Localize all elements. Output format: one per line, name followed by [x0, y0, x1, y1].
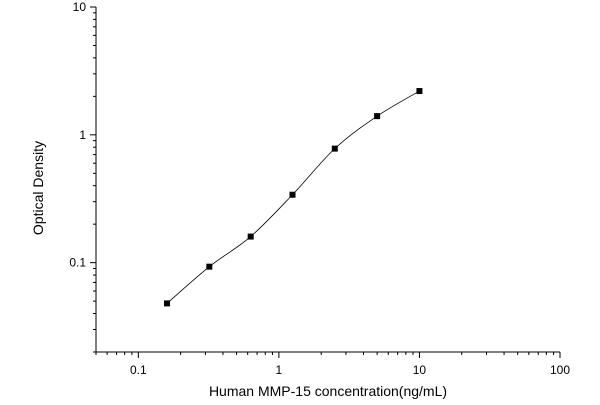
y-tick-label: 1 — [79, 128, 86, 142]
data-point-marker — [206, 263, 213, 270]
y-axis-title: Optical Density — [30, 141, 46, 235]
data-point-marker — [331, 145, 338, 152]
x-tick-label: 0.1 — [130, 363, 147, 377]
data-point-marker — [164, 300, 171, 307]
x-tick-label: 100 — [550, 363, 570, 377]
x-tick-label: 1 — [276, 363, 283, 377]
x-axis-title: Human MMP-15 concentration(ng/mL) — [209, 383, 447, 399]
data-point-marker — [416, 88, 423, 95]
data-points-layer — [164, 88, 423, 307]
tick-labels-layer: 0.1 1 10 100 0.1 1 10 — [69, 0, 570, 377]
data-point-marker — [247, 233, 254, 240]
y-tick-label: 10 — [73, 0, 87, 14]
data-point-marker — [289, 191, 296, 198]
x-tick-label: 10 — [413, 363, 427, 377]
axes-group — [90, 6, 561, 358]
y-tick-label: 0.1 — [69, 256, 86, 270]
data-point-marker — [374, 113, 381, 120]
